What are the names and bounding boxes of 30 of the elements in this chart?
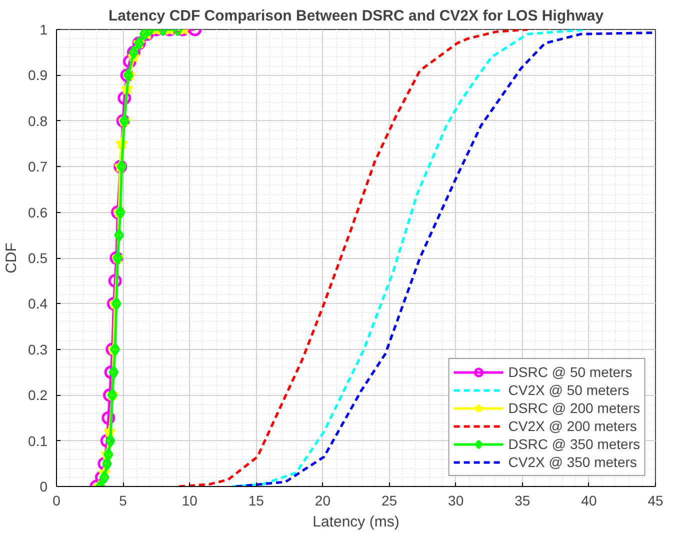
x-tick-label: 15 [248, 492, 264, 508]
y-tick-label: 0.3 [28, 341, 48, 358]
x-tick-label: 20 [314, 492, 331, 508]
x-tick-label: 35 [514, 492, 530, 508]
y-axis-title: CDF [3, 242, 20, 274]
y-tick-label: 0.5 [28, 250, 48, 266]
x-tick-label: 0 [52, 492, 61, 508]
y-tick-label: 0.4 [28, 296, 48, 312]
y-tick-label: 0.2 [28, 387, 48, 404]
x-axis-title: Latency (ms) [312, 514, 400, 530]
y-tick-label: 1 [40, 22, 48, 38]
y-tick-label: 0.8 [28, 112, 48, 129]
legend-label: DSRC @ 50 meters [508, 363, 632, 381]
x-tick-label: 40 [581, 492, 597, 508]
legend-label: DSRC @ 350 meters [508, 435, 640, 453]
y-tick-label: 0.9 [28, 67, 48, 84]
y-tick-label: 0.1 [28, 432, 48, 449]
legend-label: CV2X @ 350 meters [508, 453, 637, 471]
y-tick-label: 0.7 [28, 158, 48, 175]
y-tick-label: 0 [40, 478, 48, 494]
x-tick-label: 25 [381, 492, 398, 508]
x-tick-label: 45 [648, 492, 664, 508]
legend-label: DSRC @ 200 meters [508, 399, 640, 417]
y-tick-label: 0.6 [28, 204, 48, 220]
legend-label: CV2X @ 50 meters [508, 381, 630, 399]
x-tick-label: 5 [119, 492, 128, 508]
x-tick-label: 30 [448, 492, 464, 508]
x-tick-label: 10 [182, 492, 198, 508]
chart-title: Latency CDF Comparison Between DSRC and CV2X for LOS Highway [108, 8, 604, 24]
legend-label: CV2X @ 200 meters [508, 417, 637, 435]
